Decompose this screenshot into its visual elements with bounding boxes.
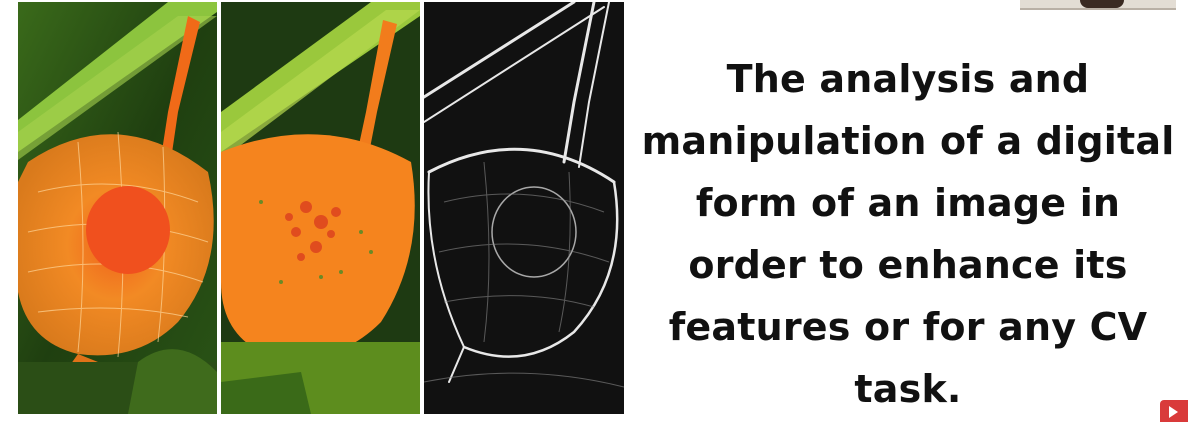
caption-line-5: features or for any CV [668,305,1148,349]
segmented-image-panel [221,2,420,414]
caption-line-6: task. [854,367,962,411]
physalis-edge-map-icon [424,2,624,414]
play-icon[interactable] [1160,400,1188,422]
caption-line-3: form of an image in [695,181,1121,225]
presenter-icon [1080,0,1124,8]
webcam-thumbnail [1020,0,1176,10]
slide-caption: The analysis and manipulation of a digit… [630,48,1186,420]
original-image-panel [18,2,217,414]
physalis-segmented-icon [221,2,420,414]
edge-map-panel [424,2,624,414]
caption-line-4: order to enhance its [688,243,1128,287]
caption-line-2: manipulation of a digital [641,119,1175,163]
caption-line-1: The analysis and [726,57,1090,101]
physalis-photo-icon [18,2,217,414]
